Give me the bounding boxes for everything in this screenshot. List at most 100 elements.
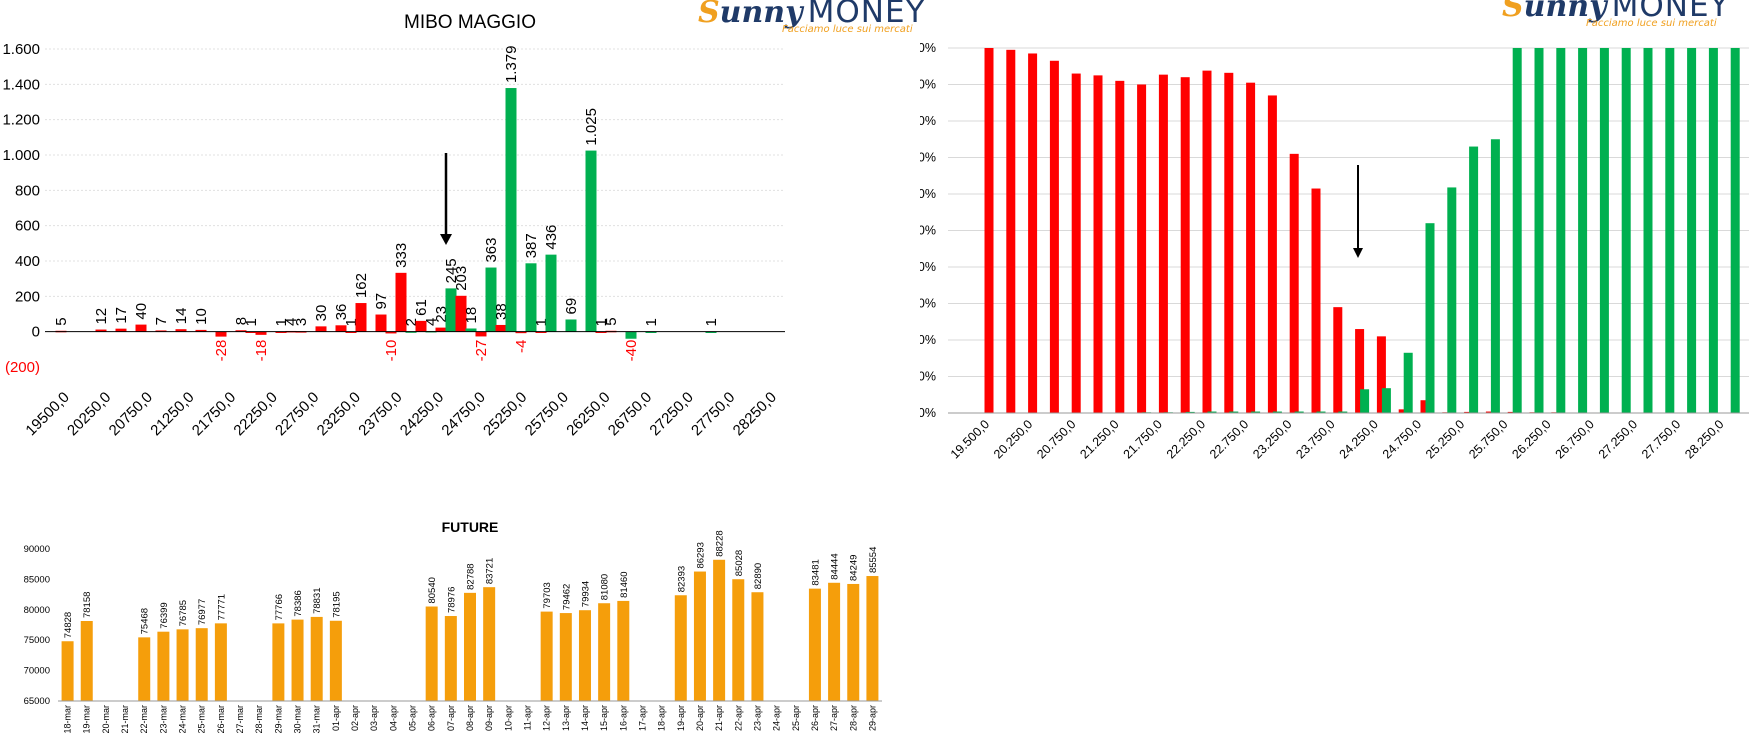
green-bar bbox=[1338, 411, 1348, 413]
y-tick-label: 90000 bbox=[24, 544, 50, 555]
bar-value-label: -18 bbox=[253, 340, 270, 362]
x-tick-label: 28250,0 bbox=[730, 389, 780, 439]
red-bar bbox=[1420, 400, 1430, 413]
bar bbox=[175, 329, 187, 332]
x-tick-label: 30-mar bbox=[293, 705, 303, 734]
x-tick-label: 08-apr bbox=[465, 705, 475, 731]
bar bbox=[808, 588, 821, 701]
bar bbox=[465, 328, 477, 332]
bar-value-label: 1 bbox=[593, 318, 610, 326]
x-tick-label: 24-mar bbox=[178, 705, 188, 734]
y-tick-label: 600 bbox=[15, 218, 40, 235]
bar-value-label: 82890 bbox=[753, 563, 764, 589]
bar-value-label: 5 bbox=[53, 317, 70, 325]
bar-value-label: 18 bbox=[463, 307, 480, 324]
bar bbox=[425, 606, 438, 701]
green-bar bbox=[1469, 146, 1479, 414]
bar bbox=[329, 620, 342, 701]
bar bbox=[475, 331, 487, 337]
bar-value-label: 30 bbox=[313, 305, 330, 322]
bar bbox=[445, 288, 457, 332]
chart-title: FUTURE bbox=[442, 519, 499, 535]
bar-value-label: 79703 bbox=[542, 582, 553, 608]
bar bbox=[515, 331, 527, 334]
bar bbox=[705, 331, 717, 333]
bar-value-label: 245 bbox=[443, 258, 460, 283]
bar bbox=[275, 331, 287, 333]
green-bar bbox=[1251, 411, 1261, 413]
red-bar bbox=[1158, 74, 1168, 414]
x-tick-label: 22250,0 bbox=[230, 389, 280, 439]
bar bbox=[195, 329, 207, 332]
x-tick-label: 24.250,0 bbox=[1337, 417, 1381, 461]
bar-value-label: 79934 bbox=[580, 581, 591, 607]
x-tick-label: 27.750,0 bbox=[1639, 417, 1683, 461]
red-bar bbox=[1485, 411, 1495, 413]
red-bar bbox=[1507, 411, 1517, 413]
green-bar bbox=[1272, 411, 1282, 413]
bar-value-label: 85028 bbox=[734, 550, 745, 576]
bar bbox=[345, 331, 357, 333]
bar bbox=[595, 331, 607, 333]
y-tick-label: 70000 bbox=[24, 666, 50, 677]
x-tick-label: 20250,0 bbox=[64, 389, 114, 439]
x-tick-label: 26250,0 bbox=[563, 389, 613, 439]
x-tick-label: 21-apr bbox=[714, 705, 724, 731]
y-tick-label: 1.200 bbox=[2, 112, 40, 129]
bar-value-label: 78831 bbox=[312, 587, 323, 613]
red-bar bbox=[1180, 77, 1190, 413]
y-tick-label: 1.000 bbox=[2, 147, 40, 164]
x-tick-label: 20-mar bbox=[101, 705, 111, 734]
green-bar bbox=[1512, 48, 1522, 413]
y-tick-label: 75000 bbox=[24, 635, 50, 646]
bar-value-label: 82788 bbox=[466, 563, 477, 589]
arrow-head bbox=[440, 234, 452, 245]
chart-title: MIBO MAGGIO bbox=[404, 12, 536, 33]
x-tick-label: 22-mar bbox=[139, 705, 149, 734]
x-tick-label: 26.250,0 bbox=[1509, 417, 1553, 461]
green-bar bbox=[1207, 411, 1217, 413]
bar-value-label: 436 bbox=[543, 225, 560, 250]
bar-value-label: 36 bbox=[333, 304, 350, 321]
arrow-head bbox=[1353, 248, 1363, 258]
green-bar bbox=[1665, 48, 1675, 413]
bar bbox=[176, 629, 189, 701]
x-tick-label: 20.750,0 bbox=[1034, 417, 1078, 461]
bar-value-label: 77771 bbox=[216, 594, 227, 620]
x-tick-label: 18-apr bbox=[657, 705, 667, 731]
x-tick-label: 27250,0 bbox=[646, 389, 696, 439]
open-interest-chart: MIBO MAGGIO (200) 0 200 400 600 800 1.000 1.200 1… bbox=[0, 0, 900, 470]
bar bbox=[235, 330, 247, 332]
sunny-money-logo-right: Sunny MONEY Facciamo luce sui mercati bbox=[1502, 0, 1730, 29]
bar bbox=[214, 623, 227, 701]
green-bar bbox=[1621, 48, 1631, 413]
bar-value-label: 78976 bbox=[446, 587, 457, 613]
bar-value-label: 84249 bbox=[849, 555, 860, 581]
x-tick-label: 28.250,0 bbox=[1682, 417, 1726, 461]
red-bar bbox=[1398, 409, 1408, 413]
bar bbox=[255, 331, 267, 335]
bar bbox=[385, 331, 397, 334]
bar-value-label: 84444 bbox=[830, 553, 841, 579]
bar-value-label: 83721 bbox=[485, 558, 496, 584]
red-bar bbox=[1333, 307, 1343, 413]
x-tick-label: 05-apr bbox=[408, 705, 418, 731]
red-bar bbox=[1464, 411, 1474, 413]
bar-value-label: 40 bbox=[133, 303, 150, 320]
x-tick-label: 23750,0 bbox=[355, 389, 405, 439]
red-bar bbox=[1006, 49, 1016, 413]
green-bar bbox=[1534, 48, 1544, 413]
x-tick-label: 14-apr bbox=[580, 705, 590, 731]
green-bar bbox=[1294, 411, 1304, 413]
bar-value-label: -4 bbox=[513, 340, 530, 353]
x-tick-label: 17-apr bbox=[637, 705, 647, 731]
bar-value-label: -10 bbox=[383, 340, 400, 362]
red-bar bbox=[1289, 153, 1299, 413]
x-tick-label: 23.750,0 bbox=[1293, 417, 1337, 461]
bar-value-label: 79462 bbox=[561, 584, 572, 610]
bar bbox=[455, 295, 467, 332]
bar bbox=[732, 579, 745, 701]
bar bbox=[485, 267, 497, 332]
bar bbox=[95, 329, 107, 332]
x-tick-label: 23250,0 bbox=[314, 389, 364, 439]
